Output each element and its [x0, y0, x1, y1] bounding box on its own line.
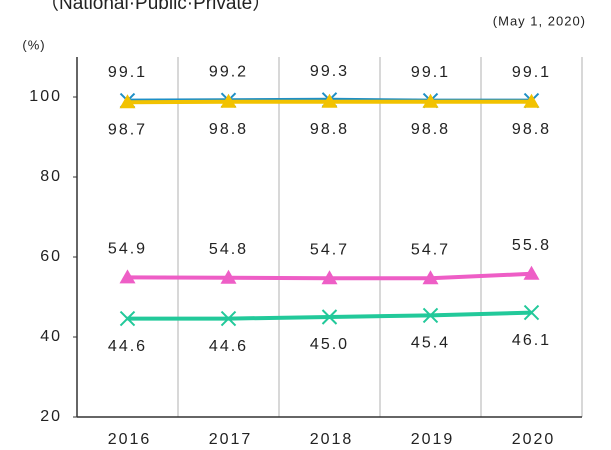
data-label: 99.2	[209, 63, 248, 80]
marker	[422, 93, 439, 108]
x-tick-label: 2017	[209, 431, 253, 448]
y-tick-label: 20	[40, 408, 62, 425]
x-tick-label: 2018	[310, 431, 354, 448]
marker	[220, 269, 237, 284]
data-label: 44.6	[108, 338, 147, 355]
chart-subtitle: (May 1, 2020)	[493, 13, 586, 28]
x-tick-label: 2016	[108, 431, 152, 448]
y-tick-label: 80	[40, 168, 62, 185]
data-label: 54.7	[310, 241, 349, 258]
data-label: 44.6	[209, 338, 248, 355]
marker	[321, 270, 338, 285]
data-label: 99.3	[310, 63, 349, 80]
x-tick-label: 2019	[411, 431, 455, 448]
data-label: 99.1	[411, 64, 450, 81]
y-tick-label: 40	[40, 328, 62, 345]
data-label: 54.7	[411, 241, 450, 258]
data-label: 98.8	[411, 121, 450, 138]
marker	[523, 265, 540, 280]
data-label: 45.0	[310, 336, 349, 353]
marker	[220, 93, 237, 108]
data-label: 46.1	[512, 332, 551, 349]
marker	[119, 269, 136, 284]
marker	[321, 309, 338, 325]
marker	[422, 270, 439, 285]
data-label: 45.4	[411, 335, 450, 352]
marker	[523, 304, 540, 321]
x-tick-label: 2020	[512, 431, 556, 448]
data-label: 54.8	[209, 241, 248, 258]
y-tick-label: 100	[29, 88, 62, 105]
data-label: 55.8	[512, 237, 551, 254]
data-label: 98.8	[512, 121, 551, 138]
data-label: 98.8	[209, 121, 248, 138]
y-axis-label: (%)	[22, 37, 45, 52]
marker	[321, 93, 338, 108]
data-label: 98.8	[310, 121, 349, 138]
marker	[119, 310, 136, 327]
marker	[422, 307, 439, 324]
data-label: 99.1	[108, 64, 147, 81]
data-label: 98.7	[108, 121, 147, 138]
data-label: 54.9	[108, 241, 147, 258]
data-label: 99.1	[512, 64, 551, 81]
marker	[523, 93, 540, 108]
marker	[119, 94, 136, 109]
y-tick-label: 60	[40, 248, 62, 265]
chart-title: （National·Public·Private）	[40, 0, 271, 14]
marker	[220, 310, 237, 327]
